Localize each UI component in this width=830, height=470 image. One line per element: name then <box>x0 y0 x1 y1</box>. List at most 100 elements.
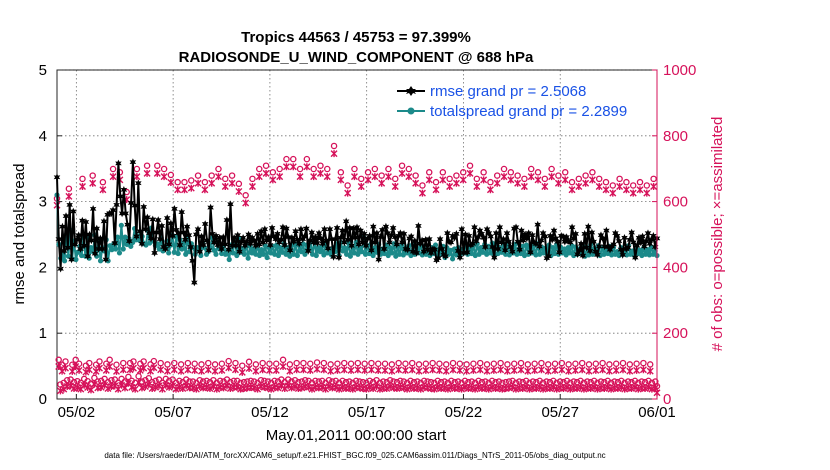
rmse-point <box>283 224 290 233</box>
obs-assimilated-marker <box>180 186 188 194</box>
rmse-point <box>579 251 587 260</box>
rmse-point <box>375 255 382 264</box>
rmse-point <box>178 208 185 216</box>
obs-possible-marker <box>368 359 375 367</box>
obs-assimilated-marker <box>267 385 275 393</box>
obs-possible-marker <box>534 169 542 176</box>
rmse-point <box>525 229 532 237</box>
obs-assimilated-marker <box>650 183 658 191</box>
rmse-point <box>626 236 634 244</box>
obs-assimilated-marker <box>383 385 391 393</box>
obs-assimilated-marker <box>221 183 229 191</box>
rmse-point <box>162 245 169 253</box>
obs-possible-marker <box>638 378 645 385</box>
obs-possible-marker <box>269 169 277 176</box>
rmse-point <box>509 247 516 256</box>
obs-assimilated-marker <box>367 366 375 374</box>
obs-possible-marker <box>599 359 606 367</box>
obs-assimilated-marker <box>337 176 345 184</box>
rmse-point <box>615 237 623 245</box>
obs-assimilated-marker <box>384 173 392 181</box>
rmse-point <box>207 203 214 212</box>
totalspread-point <box>241 251 247 257</box>
rmse-point <box>142 225 149 233</box>
rmse-point <box>482 243 489 251</box>
obs-assimilated-marker <box>452 179 460 187</box>
rmse-point <box>543 254 550 262</box>
obs-assimilated-marker <box>395 366 403 374</box>
obs-possible-marker <box>75 360 83 368</box>
totalspread-point <box>128 243 134 249</box>
rmse-point <box>382 222 390 231</box>
totalspread-point <box>175 250 181 257</box>
rmse-point <box>308 228 316 237</box>
obs-assimilated-marker <box>293 366 301 374</box>
obs-assimilated-marker <box>418 189 426 197</box>
obs-possible-marker <box>364 169 372 176</box>
obs-possible-marker <box>261 377 268 385</box>
obs-assimilated-marker <box>305 383 313 391</box>
rmse-point <box>501 246 509 255</box>
rmse-point <box>601 242 608 251</box>
obs-assimilated-marker <box>473 183 481 191</box>
y-right-tick-label: 800 <box>663 128 688 145</box>
rmse-point <box>362 241 370 250</box>
obs-assimilated-marker <box>646 367 654 375</box>
totalspread-point <box>298 249 304 255</box>
obs-possible-marker <box>366 377 373 385</box>
totalspread-point <box>75 249 81 255</box>
rmse-point <box>424 245 431 254</box>
rmse-point <box>350 224 357 233</box>
obs-possible-marker <box>555 172 562 179</box>
totalspread-point <box>179 246 185 252</box>
rmse-point <box>642 237 650 245</box>
rmse-point <box>277 236 285 244</box>
obs-assimilated-marker <box>140 364 148 372</box>
obs-possible-marker <box>611 378 618 385</box>
rmse-point <box>187 243 194 251</box>
rmse-point <box>315 229 323 237</box>
rmse-point <box>348 241 355 250</box>
obs-possible-marker <box>361 360 368 368</box>
rmse-point <box>267 241 274 249</box>
x-tick-label: 05/12 <box>251 404 289 421</box>
obs-possible-marker <box>303 155 311 163</box>
obs-possible-marker <box>570 378 577 385</box>
totalspread-point <box>166 250 172 256</box>
obs-possible-marker <box>449 359 457 367</box>
rmse-point <box>122 209 129 218</box>
obs-possible-marker <box>157 359 164 367</box>
rmse-point <box>263 236 270 245</box>
obs-assimilated-marker <box>73 384 81 392</box>
obs-possible-marker <box>441 378 448 385</box>
obs-possible-marker <box>150 357 158 365</box>
rmse-point <box>62 212 70 220</box>
rmse-point <box>102 255 110 264</box>
obs-assimilated-marker <box>595 183 603 191</box>
obs-possible-marker <box>79 175 86 183</box>
rmse-point <box>250 236 258 245</box>
obs-assimilated-marker <box>85 366 93 374</box>
rmse-point <box>494 245 502 253</box>
rmse-point <box>53 173 61 182</box>
rmse-point <box>292 227 299 235</box>
totalspread-point <box>302 251 308 257</box>
rmse-point <box>299 235 307 243</box>
rmse-point <box>496 223 504 232</box>
rmse-point <box>505 237 513 246</box>
obs-possible-marker <box>296 165 304 173</box>
obs-assimilated-marker <box>398 169 406 177</box>
rmse-point <box>404 245 411 254</box>
rmse-point <box>304 247 312 255</box>
totalspread-point <box>258 247 265 253</box>
y-right-tick-label: 0 <box>663 391 671 408</box>
rmse-point <box>503 229 511 237</box>
totalspread-point <box>449 256 456 262</box>
obs-assimilated-marker <box>84 384 92 392</box>
obs-assimilated-marker <box>135 379 143 387</box>
obs-possible-marker <box>341 359 348 367</box>
rmse-point <box>415 222 422 230</box>
rmse-point <box>536 242 543 251</box>
rmse-point <box>523 234 531 243</box>
obs-assimilated-marker <box>262 169 270 177</box>
